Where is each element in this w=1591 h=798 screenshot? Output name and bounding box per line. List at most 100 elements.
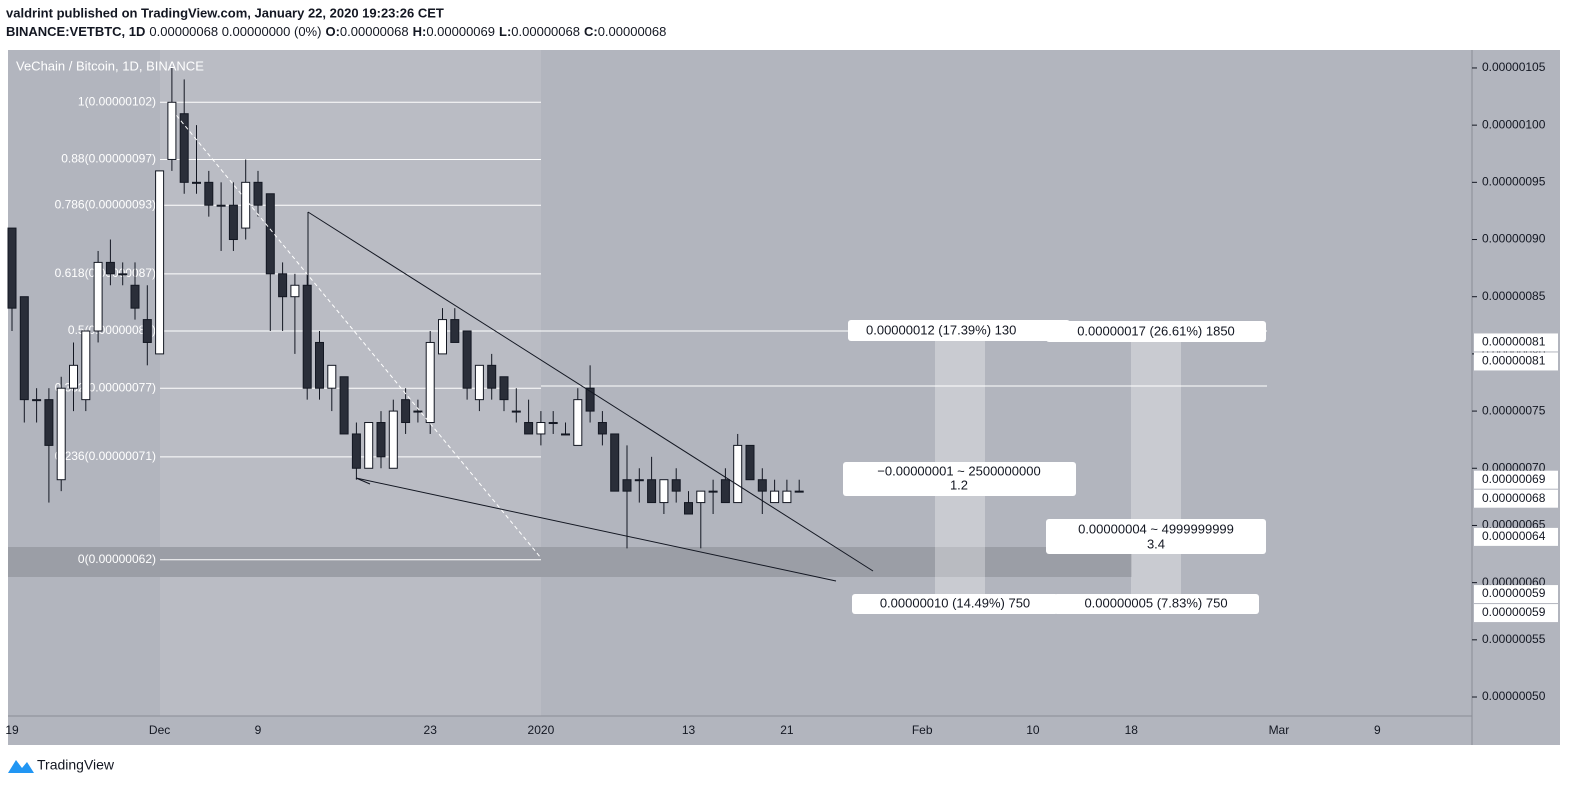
candle-body xyxy=(647,479,657,504)
x-tick-label: 10 xyxy=(1026,723,1040,737)
price-label: 0.00000059 xyxy=(1482,586,1546,600)
candle-body xyxy=(499,376,509,401)
ohlc-value: 0.00000069 xyxy=(426,24,495,39)
candle-body xyxy=(7,227,17,309)
fib-label: 0.88(0.00000097) xyxy=(61,152,156,166)
candle-body xyxy=(401,399,411,424)
candle-body xyxy=(474,364,484,401)
price-axis xyxy=(1472,50,1560,745)
price-label: 0.00000069 xyxy=(1482,472,1546,486)
candle-body xyxy=(610,433,620,492)
time-axis xyxy=(8,716,1472,745)
candle-body xyxy=(561,433,570,436)
candle-body xyxy=(782,490,792,504)
annotation-box xyxy=(852,594,1058,614)
price-label: 0.00000081 xyxy=(1482,354,1546,368)
candle-body xyxy=(241,181,251,229)
trendline xyxy=(307,211,874,572)
candle-body xyxy=(548,422,558,425)
x-tick-label: 13 xyxy=(682,723,696,737)
price-label: 0.00000059 xyxy=(1482,605,1546,619)
candle-body xyxy=(438,319,447,355)
candle-body xyxy=(425,341,435,424)
fib-label: 0.236(0.00000071) xyxy=(55,449,156,463)
candle-body xyxy=(413,410,423,413)
ohlc-key: O: xyxy=(325,24,339,39)
annotation: 0.00000010 (14.49%) 750 xyxy=(880,595,1030,610)
candle-body xyxy=(32,399,42,402)
last-price: 0.00000068 0.00000000 (0%) xyxy=(149,24,321,39)
candle-body xyxy=(56,387,66,481)
annotation: 0.00000005 (7.83%) 750 xyxy=(1084,595,1227,610)
symbol-line: BINANCE:VETBTC, 1D 0.00000068 0.00000000 … xyxy=(6,24,666,39)
logo-icon xyxy=(8,760,34,773)
y-tick-label: 0.00000050 xyxy=(1482,689,1546,703)
fib-label: 0(0.00000062) xyxy=(78,552,156,566)
candle-body xyxy=(388,410,398,469)
candle-body xyxy=(302,284,312,389)
candle-body xyxy=(364,422,374,469)
candle-body xyxy=(130,284,140,309)
fib-label: 0.786(0.00000093) xyxy=(55,197,156,211)
fib-label: 1(0.00000102) xyxy=(78,94,156,108)
candle-body xyxy=(81,330,91,401)
legend-title: VeChain / Bitcoin, 1D, BINANCE xyxy=(16,58,204,73)
candle-body xyxy=(376,422,386,458)
candle-body xyxy=(757,479,767,492)
y-tick-label: 0.00000100 xyxy=(1482,117,1546,131)
trendline xyxy=(355,477,837,582)
price-label-box xyxy=(1474,489,1558,508)
projection-band xyxy=(1131,340,1181,594)
candle-body xyxy=(69,364,78,389)
x-tick-label: 18 xyxy=(1125,723,1139,737)
price-label: 0.00000081 xyxy=(1482,335,1546,349)
candle-body xyxy=(278,273,288,298)
publisher-line: valdrint published on TradingView.com, J… xyxy=(6,5,444,20)
price-label-box xyxy=(1474,333,1558,352)
annotation: −0.00000001 ~ 2500000000 xyxy=(877,463,1040,478)
annotation-box xyxy=(1054,594,1259,614)
y-tick-label: 0.00000090 xyxy=(1482,232,1546,246)
x-tick-label: Mar xyxy=(1269,723,1290,737)
fib-label: 0.618(0.00000087) xyxy=(55,266,156,280)
candle-body xyxy=(155,170,165,355)
x-tick-label: 21 xyxy=(780,723,794,737)
candle-body xyxy=(192,181,201,184)
x-tick-label: Feb xyxy=(912,723,933,737)
price-label: 0.00000068 xyxy=(1482,491,1546,505)
candle-body xyxy=(228,204,238,241)
footer-brand: TradingView xyxy=(37,757,115,773)
candle-body xyxy=(93,261,103,332)
fib-label: 0.5(0.00000082) xyxy=(68,323,156,337)
candle-body xyxy=(105,261,115,275)
x-tick-label: 9 xyxy=(1374,723,1381,737)
price-label-box xyxy=(1474,604,1558,623)
candle-body xyxy=(290,284,300,298)
candle-body xyxy=(511,410,521,413)
candle-body xyxy=(327,364,337,389)
candle-body xyxy=(794,490,804,493)
candle-body xyxy=(487,364,497,389)
x-tick-label: 9 xyxy=(255,723,262,737)
x-tick-label: 23 xyxy=(424,723,438,737)
y-tick-label: 0.00000105 xyxy=(1482,60,1546,74)
candle-body xyxy=(204,181,214,206)
candle-body xyxy=(720,479,730,504)
y-tick-label: 0.00000095 xyxy=(1482,175,1546,189)
candle-body xyxy=(315,341,324,389)
y-tick-label: 0.00000085 xyxy=(1482,289,1546,303)
annotation-box xyxy=(1046,321,1266,342)
candle-body xyxy=(118,273,128,276)
fib-label: 0.382(0.00000077) xyxy=(55,380,156,394)
x-tick-label: 19 xyxy=(5,723,19,737)
symbol: BINANCE:VETBTC, 1D xyxy=(6,24,145,39)
candle-body xyxy=(536,422,546,435)
candle-body xyxy=(216,204,226,207)
y-tick-label: 0.00000075 xyxy=(1482,403,1546,417)
trendline xyxy=(355,477,371,485)
x-tick-label: 2020 xyxy=(528,723,555,737)
candle-body xyxy=(622,479,632,492)
y-tick-label: 0.00000055 xyxy=(1482,632,1546,646)
